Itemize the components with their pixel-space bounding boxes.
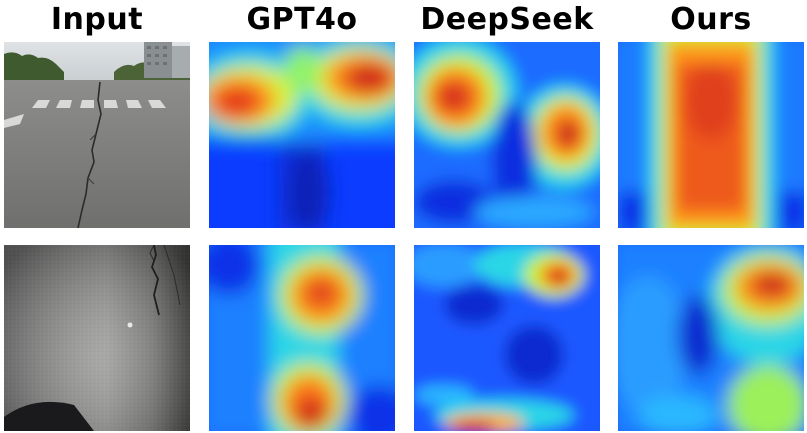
column-title-input: Input — [50, 2, 144, 37]
input-image-road — [4, 42, 190, 228]
heatmap-gpt4o-row2 — [209, 245, 395, 431]
heatmap-deepseek-row2 — [414, 245, 600, 431]
heatmap-deepseek-row1 — [414, 42, 600, 228]
heatmap-gpt4o-row1 — [209, 42, 395, 228]
input-image-wall — [4, 245, 190, 431]
heatmap-ours-row1 — [618, 42, 804, 228]
column-title-deepseek: DeepSeek — [420, 2, 594, 37]
column-title-ours: Ours — [670, 2, 752, 37]
heatmap-ours-row2 — [618, 245, 804, 431]
column-title-gpt4o: GPT4o — [246, 2, 358, 37]
